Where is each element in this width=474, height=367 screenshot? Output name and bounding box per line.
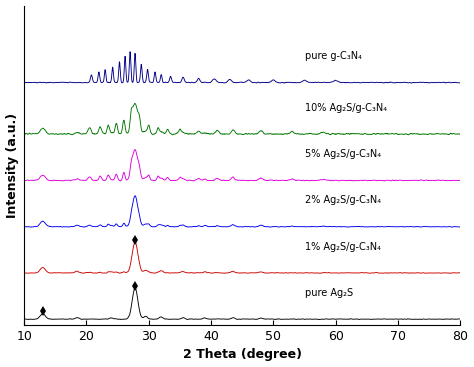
Text: 10% Ag₂S/g-C₃N₄: 10% Ag₂S/g-C₃N₄ xyxy=(305,103,387,113)
Text: 5% Ag₂S/g-C₃N₄: 5% Ag₂S/g-C₃N₄ xyxy=(305,149,381,159)
Text: 1% Ag₂S/g-C₃N₄: 1% Ag₂S/g-C₃N₄ xyxy=(305,241,381,252)
X-axis label: 2 Theta (degree): 2 Theta (degree) xyxy=(183,348,302,361)
Text: pure Ag₂S: pure Ag₂S xyxy=(305,288,353,298)
Text: pure g-C₃N₄: pure g-C₃N₄ xyxy=(305,51,362,61)
Y-axis label: Intensity (a.u.): Intensity (a.u.) xyxy=(6,113,18,218)
Text: 2% Ag₂S/g-C₃N₄: 2% Ag₂S/g-C₃N₄ xyxy=(305,196,381,206)
